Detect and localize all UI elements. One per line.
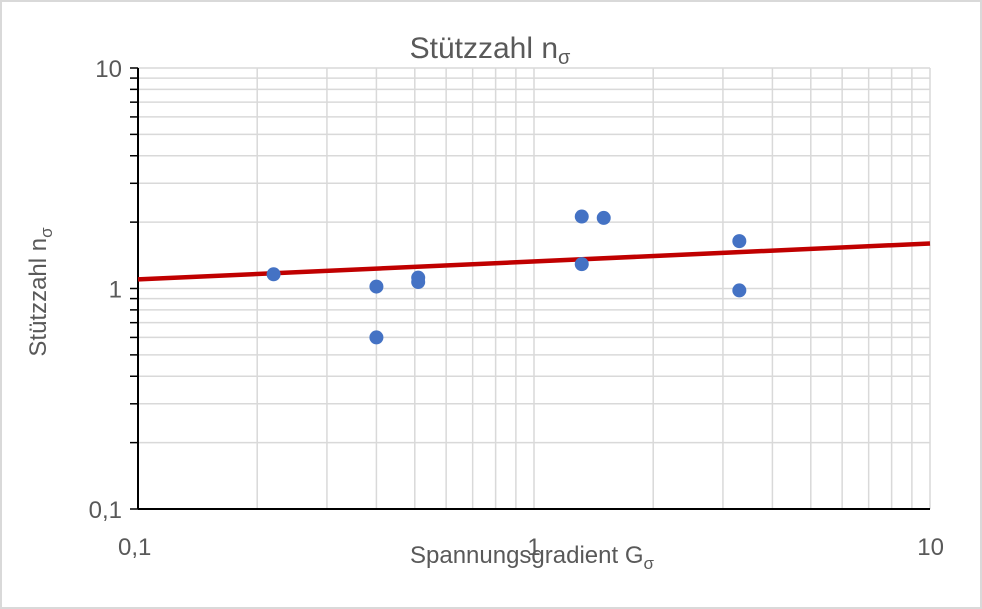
- x-tick-label: 1: [527, 534, 540, 561]
- data-point: [732, 234, 747, 249]
- data-point: [574, 257, 589, 272]
- y-axis-title: Stützzahl nσ: [25, 227, 56, 357]
- y-tick-label: 0,1: [89, 497, 122, 524]
- data-point: [596, 210, 611, 225]
- grid: [138, 67, 931, 509]
- tick-labels: 0,1 1 10 0,1 1 10: [89, 56, 944, 561]
- data-point: [266, 267, 281, 282]
- data-points: [266, 209, 747, 345]
- data-point: [369, 279, 384, 294]
- x-tick-label: 0,1: [118, 534, 151, 561]
- axes: [130, 67, 930, 510]
- data-point: [574, 209, 589, 224]
- data-point: [369, 330, 384, 345]
- y-tick-label: 10: [95, 56, 122, 83]
- data-point: [411, 275, 426, 290]
- y-tick-label: 1: [109, 277, 122, 304]
- data-point: [732, 283, 747, 298]
- chart-title: Stützzahl nσ: [410, 32, 571, 69]
- x-tick-label: 10: [917, 534, 944, 561]
- x-axis-title: Spannungsgradient Gσ: [410, 542, 655, 573]
